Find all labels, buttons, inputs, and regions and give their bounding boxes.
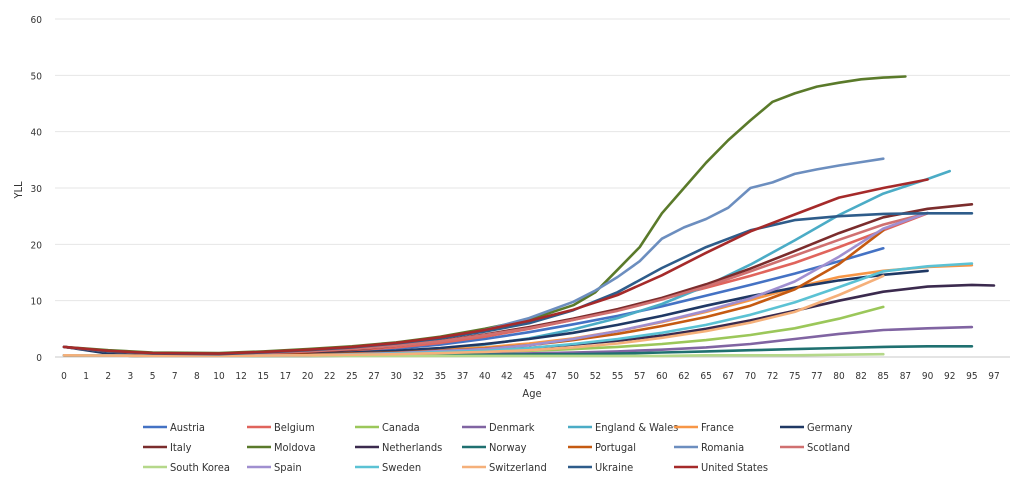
x-tick-label: 27 bbox=[368, 371, 379, 382]
x-tick-label: 10 bbox=[213, 371, 225, 382]
x-axis-ticks: 0 1 2 3 5 7 8 10 12 15 17 20 22 25 27 30 32 35 37 40 42 45 47 5… bbox=[61, 371, 1000, 382]
x-tick-label: 12 bbox=[235, 371, 246, 382]
x-tick-label: 40 bbox=[479, 371, 491, 382]
legend-label-germany: Germany bbox=[807, 421, 853, 434]
x-tick-label: 55 bbox=[612, 371, 623, 382]
x-tick-label: 65 bbox=[700, 371, 711, 382]
x-tick-label: 72 bbox=[767, 371, 778, 382]
legend: Austria Belgium Canada Denmark England & Wal… bbox=[143, 421, 853, 474]
y-tick-label: 20 bbox=[31, 240, 43, 251]
y-axis-label: YLL bbox=[12, 181, 25, 200]
legend-label-moldova: Moldova bbox=[274, 441, 316, 454]
x-tick-label: 75 bbox=[789, 371, 800, 382]
x-tick-label: 77 bbox=[811, 371, 822, 382]
x-tick-label: 37 bbox=[457, 371, 468, 382]
y-tick-label: 10 bbox=[31, 297, 43, 308]
x-tick-label: 97 bbox=[988, 371, 999, 382]
x-tick-label: 85 bbox=[878, 371, 889, 382]
x-tick-label: 60 bbox=[656, 371, 668, 382]
y-tick-label: 50 bbox=[31, 71, 43, 82]
x-tick-label: 87 bbox=[900, 371, 911, 382]
x-tick-label: 50 bbox=[568, 371, 580, 382]
legend-label-sweden: Sweden bbox=[382, 461, 421, 474]
x-tick-label: 80 bbox=[833, 371, 845, 382]
x-tick-label: 30 bbox=[390, 371, 402, 382]
legend-label-netherlands: Netherlands bbox=[382, 441, 442, 454]
x-tick-label: 25 bbox=[346, 371, 357, 382]
legend-label-portugal: Portugal bbox=[595, 441, 636, 454]
x-tick-label: 35 bbox=[435, 371, 446, 382]
legend-label-austria: Austria bbox=[170, 421, 205, 434]
series-line-moldova bbox=[62, 75, 907, 355]
x-tick-label: 20 bbox=[302, 371, 314, 382]
x-tick-label: 82 bbox=[855, 371, 866, 382]
x-tick-label: 17 bbox=[280, 371, 291, 382]
x-tick-label: 57 bbox=[634, 371, 645, 382]
series-line-italy bbox=[62, 203, 974, 356]
x-tick-label: 8 bbox=[194, 371, 200, 382]
x-tick-label: 7 bbox=[172, 371, 178, 382]
x-tick-label: 1 bbox=[83, 371, 89, 382]
x-tick-label: 0 bbox=[61, 371, 67, 382]
legend-label-england-wales: England & Wales bbox=[595, 421, 678, 434]
series-line-scotland bbox=[62, 212, 929, 356]
x-tick-label: 47 bbox=[545, 371, 556, 382]
legend-label-ukraine: Ukraine bbox=[595, 461, 633, 474]
x-tick-label: 5 bbox=[150, 371, 156, 382]
y-tick-label: 60 bbox=[31, 15, 43, 26]
x-tick-label: 3 bbox=[128, 371, 134, 382]
legend-label-norway: Norway bbox=[489, 441, 527, 454]
series-lines bbox=[62, 75, 996, 358]
legend-label-italy: Italy bbox=[170, 441, 192, 454]
legend-label-switzerland: Switzerland bbox=[489, 461, 547, 474]
y-tick-label: 30 bbox=[31, 184, 43, 195]
legend-label-spain: Spain bbox=[274, 461, 302, 474]
legend-label-denmark: Denmark bbox=[489, 421, 535, 434]
x-tick-label: 62 bbox=[678, 371, 689, 382]
x-tick-label: 67 bbox=[723, 371, 734, 382]
legend-label-united-states: United States bbox=[701, 461, 768, 474]
x-tick-label: 42 bbox=[501, 371, 512, 382]
y-axis-ticks: 0 10 20 30 40 50 60 bbox=[31, 15, 43, 364]
y-tick-label: 0 bbox=[36, 353, 42, 364]
x-tick-label: 15 bbox=[258, 371, 269, 382]
legend-label-belgium: Belgium bbox=[274, 421, 315, 434]
series-line-germany bbox=[62, 269, 929, 357]
legend-label-south-korea: South Korea bbox=[170, 461, 230, 474]
legend-label-romania: Romania bbox=[701, 441, 744, 454]
x-tick-label: 92 bbox=[944, 371, 955, 382]
x-tick-label: 70 bbox=[745, 371, 757, 382]
series-line-united-states bbox=[62, 178, 929, 355]
x-tick-label: 90 bbox=[922, 371, 934, 382]
series-line-switzerland bbox=[62, 274, 885, 358]
y-tick-label: 40 bbox=[31, 128, 43, 139]
legend-label-canada: Canada bbox=[382, 421, 420, 434]
x-tick-label: 45 bbox=[523, 371, 534, 382]
x-tick-label: 95 bbox=[966, 371, 977, 382]
x-tick-label: 2 bbox=[105, 371, 111, 382]
x-axis-label: Age bbox=[522, 387, 541, 400]
grid bbox=[55, 18, 1010, 358]
legend-label-scotland: Scotland bbox=[807, 441, 850, 454]
series-line-france bbox=[62, 263, 974, 358]
x-tick-label: 52 bbox=[590, 371, 601, 382]
x-tick-label: 32 bbox=[413, 371, 424, 382]
legend-label-france: France bbox=[701, 421, 734, 434]
x-tick-label: 22 bbox=[324, 371, 335, 382]
